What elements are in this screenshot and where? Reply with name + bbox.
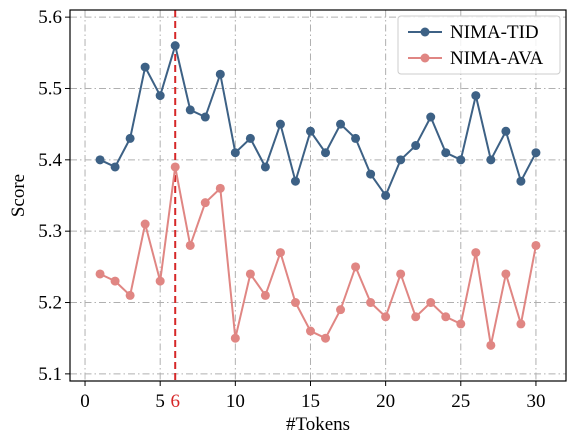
data-point <box>381 312 391 322</box>
data-point <box>275 119 285 129</box>
y-tick-label: 5.1 <box>38 364 62 385</box>
data-point <box>396 155 406 165</box>
data-point <box>305 326 315 336</box>
data-point <box>441 148 451 158</box>
data-point <box>260 290 270 300</box>
data-point <box>200 112 210 122</box>
x-tick-label: 15 <box>301 391 320 412</box>
y-tick-label: 5.6 <box>38 7 62 28</box>
series-0 <box>95 41 541 200</box>
data-point <box>456 155 466 165</box>
data-point <box>516 319 526 329</box>
x-tick-label: 25 <box>451 391 470 412</box>
data-point <box>230 148 240 158</box>
x-tick-label: 20 <box>376 391 395 412</box>
highlight-tick-label: 6 <box>170 391 180 412</box>
y-tick-label: 5.5 <box>38 78 62 99</box>
data-point <box>260 162 270 172</box>
data-point <box>531 240 541 250</box>
x-axis-label: #Tokens <box>286 414 350 435</box>
data-point <box>95 269 105 279</box>
data-point <box>170 41 180 51</box>
series-1 <box>95 162 541 350</box>
legend-marker <box>420 53 430 63</box>
data-point <box>155 91 165 101</box>
data-point <box>155 276 165 286</box>
x-tick-label: 5 <box>155 391 165 412</box>
legend-marker <box>420 27 430 37</box>
data-point <box>275 248 285 258</box>
data-point <box>230 333 240 343</box>
data-point <box>185 240 195 250</box>
data-point <box>456 319 466 329</box>
data-point <box>125 290 135 300</box>
data-point <box>516 176 526 186</box>
data-point <box>140 219 150 229</box>
legend-box <box>397 15 561 75</box>
data-point <box>486 340 496 350</box>
data-point <box>95 155 105 165</box>
data-point <box>305 126 315 136</box>
data-point <box>441 312 451 322</box>
data-point <box>336 305 346 315</box>
data-point <box>531 148 541 158</box>
x-tick-label: 30 <box>526 391 545 412</box>
y-tick-label: 5.2 <box>38 293 62 314</box>
data-point <box>290 176 300 186</box>
data-point <box>215 183 225 193</box>
data-point <box>366 298 376 308</box>
series-group <box>95 41 541 350</box>
data-point <box>290 298 300 308</box>
data-point <box>110 162 120 172</box>
data-point <box>110 276 120 286</box>
legend-label: NIMA-TID <box>450 22 539 43</box>
series-line <box>99 166 537 346</box>
data-point <box>351 133 361 143</box>
data-point <box>426 112 436 122</box>
data-point <box>170 162 180 172</box>
x-tick-label: 0 <box>80 391 90 412</box>
data-point <box>185 105 195 115</box>
y-tick-label: 5.3 <box>38 221 62 242</box>
data-point <box>426 298 436 308</box>
data-point <box>381 191 391 200</box>
data-point <box>125 133 135 143</box>
legend-label: NIMA-AVA <box>450 48 544 69</box>
series-line <box>99 41 537 198</box>
data-point <box>351 262 361 272</box>
highlight-line-group: 6 <box>170 10 180 412</box>
data-point <box>471 248 481 258</box>
data-point <box>336 119 346 129</box>
data-point <box>486 155 496 165</box>
y-tick-label: 5.4 <box>38 150 62 171</box>
x-tick-label: 10 <box>226 391 245 412</box>
data-point <box>245 269 255 279</box>
data-point <box>215 69 225 79</box>
data-point <box>321 333 331 343</box>
data-point <box>366 169 376 179</box>
x-axis: 0 5 10 15 20 25 30 <box>80 381 545 412</box>
data-point <box>411 141 421 151</box>
y-axis-label: Score <box>8 174 29 217</box>
data-point <box>501 269 511 279</box>
plot-frame <box>69 9 567 382</box>
data-point <box>471 91 481 101</box>
y-axis: 5.1 5.2 5.3 5.4 5.5 5.6 <box>38 7 70 385</box>
data-point <box>411 312 421 322</box>
legend: NIMA-TID NIMA-AVA <box>397 15 561 75</box>
data-point <box>321 148 331 158</box>
data-point <box>140 62 150 72</box>
data-point <box>245 133 255 143</box>
data-point <box>501 126 511 136</box>
data-point <box>396 269 406 279</box>
data-point <box>200 198 210 208</box>
